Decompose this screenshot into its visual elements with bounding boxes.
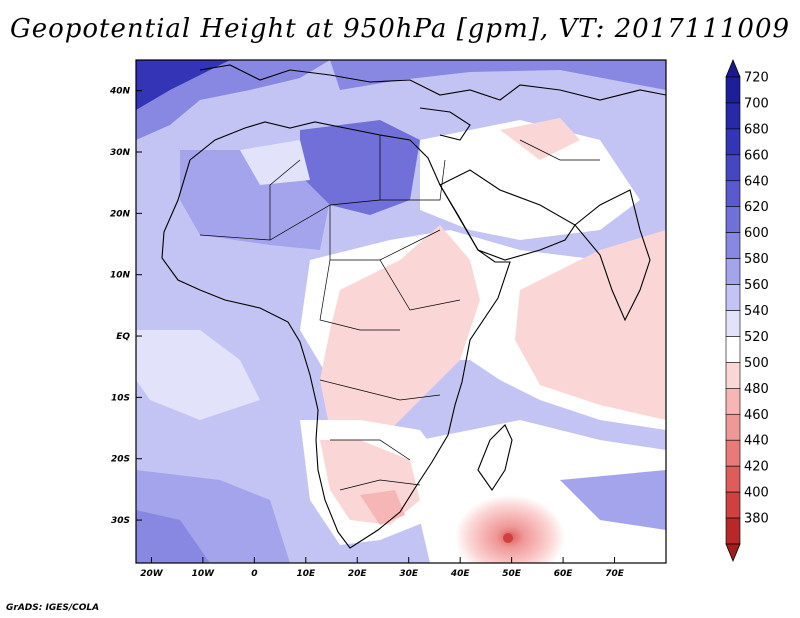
colorbar: 720 700 680 660 640 620 600 580 560 540 520 500 480 4… (725, 58, 769, 563)
colorbar-swatch (725, 76, 741, 104)
colorbar-swatch (725, 517, 741, 545)
lon-tick-label: 0 (251, 569, 257, 579)
lon-tick-label: 20W (140, 569, 164, 579)
colorbar-swatch (725, 439, 741, 467)
lat-tick-label: 20S (111, 455, 130, 465)
lon-tick-label: 10E (296, 569, 316, 579)
lon-tick-label: 20E (348, 569, 368, 579)
colorbar-label: 440 (744, 434, 769, 449)
lat-axis: 40N 30N 20N 10N EQ 10S 20S 30S (109, 87, 142, 526)
lon-axis: 20W 10W 0 10E 20E 30E 40E 50E 60E 70E (140, 557, 625, 579)
colorbar-label: 620 (744, 200, 769, 215)
colorbar-label: 600 (744, 226, 769, 241)
colorbar-swatch (725, 388, 741, 415)
coastlines (161, 64, 666, 549)
colorbar-bottom-arrow (725, 543, 741, 563)
colorbar-swatch (725, 232, 741, 259)
country-borders (199, 135, 600, 491)
colorbar-label: 460 (744, 408, 769, 423)
lat-tick-label: 30S (111, 516, 130, 526)
lon-tick-label: 60E (554, 569, 574, 579)
colorbar-swatch (725, 284, 741, 311)
colorbar-label: 500 (744, 356, 769, 371)
colorbar-swatch (725, 362, 741, 389)
colorbar-top-arrow (725, 58, 741, 78)
colorbar-label: 640 (744, 174, 769, 189)
lat-tick-label: EQ (116, 332, 130, 342)
colorbar-label: 380 (744, 512, 769, 527)
colorbar-swatch (725, 102, 741, 130)
colorbar-label: 720 (744, 71, 769, 86)
lat-tick-label: 20N (110, 209, 131, 219)
colorbar-label: 560 (744, 278, 769, 293)
colorbar-label: 540 (744, 304, 769, 319)
colorbar-swatch (725, 310, 741, 337)
low-pressure-center (455, 495, 565, 563)
colorbar-swatch (725, 465, 741, 493)
lon-tick-label: 40E (450, 569, 471, 579)
lon-tick-label: 10W (192, 569, 216, 579)
colorbar-swatch (725, 128, 741, 156)
colorbar-label: 400 (744, 486, 769, 501)
colorbar-label: 660 (744, 148, 769, 163)
plot-frame (135, 59, 667, 564)
colorbar-swatch (725, 336, 741, 363)
colorbar-swatch (725, 413, 741, 441)
map-title: Geopotential Height at 950hPa [gpm], VT:… (9, 14, 791, 44)
lon-tick-label: 30E (399, 569, 419, 579)
colorbar-swatch (725, 491, 741, 519)
lat-tick-label: 10S (111, 393, 130, 403)
colorbar-swatch (725, 180, 741, 208)
lat-tick-label: 30N (110, 148, 131, 158)
colorbar-swatch (725, 258, 741, 285)
height-field (136, 60, 666, 563)
lon-tick-label: 50E (502, 569, 522, 579)
colorbar-label: 680 (744, 122, 769, 137)
lon-tick-label: 70E (605, 569, 625, 579)
colorbar-label: 580 (744, 252, 769, 267)
colorbar-label: 520 (744, 330, 769, 345)
colorbar-label: 480 (744, 382, 769, 397)
lat-tick-label: 10N (110, 271, 131, 281)
colorbar-label: 420 (744, 460, 769, 475)
colorbar-label: 700 (744, 96, 769, 111)
grads-credit: GrADS: IGES/COLA (6, 603, 100, 613)
lat-tick-label: 40N (109, 87, 131, 97)
colorbar-swatch (725, 206, 741, 233)
colorbar-swatch (725, 154, 741, 182)
